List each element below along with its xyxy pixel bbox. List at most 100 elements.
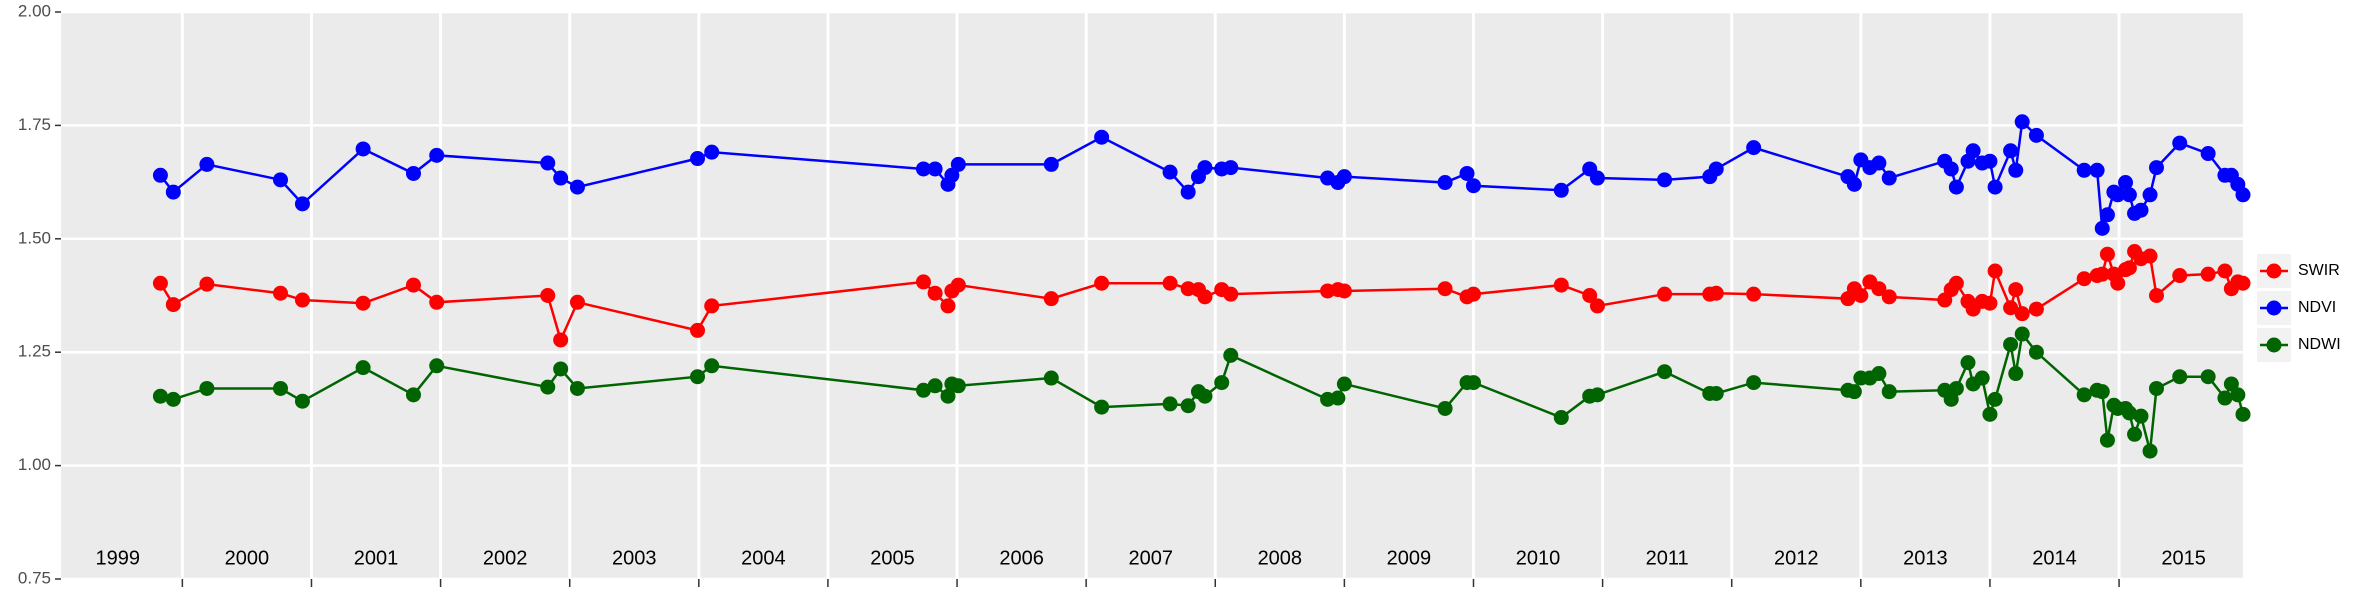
data-point: [553, 332, 569, 348]
data-point: [2110, 275, 2126, 291]
data-point: [690, 322, 706, 338]
data-point: [294, 292, 310, 308]
data-point: [1094, 275, 1110, 291]
data-point: [1853, 288, 1869, 303]
data-point: [1871, 281, 1887, 297]
data-point: [1657, 172, 1673, 188]
data-point: [355, 295, 371, 311]
data-point: [1437, 281, 1453, 297]
data-point: [1657, 286, 1673, 302]
data-point: [2028, 301, 2044, 317]
data-point: [2094, 220, 2110, 236]
data-point: [1223, 160, 1239, 176]
x-tick-label: 1999: [96, 547, 141, 569]
data-point: [2217, 263, 2233, 279]
x-tick-label: 2007: [1128, 547, 1173, 569]
x-tick-label: 2002: [483, 547, 528, 569]
data-point: [1965, 143, 1981, 159]
data-point: [1948, 179, 1964, 195]
data-point: [553, 170, 569, 186]
data-point: [915, 382, 931, 398]
legend-marker: [2266, 263, 2282, 279]
data-point: [1746, 286, 1762, 302]
data-point: [2148, 288, 2164, 303]
y-tick-label: 1.75: [18, 115, 51, 134]
data-point: [2099, 246, 2115, 262]
data-point: [1437, 400, 1453, 416]
data-point: [1943, 161, 1959, 177]
data-point: [1223, 347, 1239, 363]
data-point: [2014, 114, 2030, 130]
data-point: [1553, 277, 1569, 293]
data-point: [2235, 187, 2251, 203]
data-point: [2148, 160, 2164, 176]
data-point: [2028, 127, 2044, 143]
data-point: [405, 277, 421, 293]
data-point: [2230, 387, 2246, 403]
data-point: [1871, 155, 1887, 171]
data-point: [927, 378, 943, 394]
data-point: [2133, 202, 2149, 218]
data-point: [2094, 384, 2110, 400]
data-point: [2200, 266, 2216, 282]
data-point: [199, 156, 215, 172]
data-point: [569, 380, 585, 396]
data-point: [1437, 175, 1453, 191]
data-point: [1336, 376, 1352, 392]
data-point: [540, 379, 556, 395]
data-point: [1987, 391, 2003, 407]
data-point: [950, 277, 966, 293]
x-tick-label: 2010: [1516, 547, 1561, 569]
data-point: [272, 285, 288, 301]
data-point: [950, 378, 966, 394]
data-point: [2172, 369, 2188, 385]
data-point: [2003, 143, 2019, 159]
data-point: [152, 388, 168, 404]
x-tick-label: 2000: [225, 547, 270, 569]
data-point: [2142, 443, 2158, 459]
data-point: [405, 387, 421, 403]
data-point: [1223, 286, 1239, 302]
x-tick-label: 2011: [1646, 547, 1689, 569]
data-point: [1982, 153, 1998, 169]
data-point: [2200, 146, 2216, 162]
data-point: [1708, 161, 1724, 177]
data-point: [2223, 376, 2239, 392]
data-point: [1987, 263, 2003, 279]
data-point: [1043, 370, 1059, 386]
data-point: [1197, 289, 1213, 305]
y-tick-label: 1.25: [18, 342, 51, 361]
data-point: [1553, 410, 1569, 426]
data-point: [915, 161, 931, 177]
x-tick-label: 2014: [2032, 547, 2077, 569]
legend-label: NDWI: [2298, 336, 2341, 353]
x-tick-label: 2015: [2161, 547, 2206, 569]
data-point: [1982, 295, 1998, 311]
data-point: [1336, 169, 1352, 185]
data-point: [272, 380, 288, 396]
data-point: [1582, 288, 1598, 303]
data-point: [2008, 162, 2024, 178]
legend: SWIR NDVI NDWI: [2257, 254, 2341, 362]
data-point: [704, 298, 720, 314]
data-point: [2235, 275, 2251, 291]
data-point: [1043, 156, 1059, 172]
data-point: [1465, 375, 1481, 391]
legend-label: SWIR: [2298, 262, 2340, 279]
data-point: [2076, 162, 2092, 178]
data-point: [569, 294, 585, 310]
data-point: [355, 141, 371, 157]
x-tick-label: 2012: [1774, 547, 1819, 569]
data-point: [2121, 187, 2137, 203]
data-point: [1465, 286, 1481, 302]
data-point: [1094, 129, 1110, 145]
data-point: [1881, 170, 1897, 186]
data-point: [690, 369, 706, 385]
data-point: [2127, 426, 2143, 442]
data-point: [1708, 385, 1724, 401]
data-point: [944, 167, 960, 183]
data-point: [927, 161, 943, 177]
data-point: [2133, 408, 2149, 424]
data-point: [2094, 266, 2110, 282]
